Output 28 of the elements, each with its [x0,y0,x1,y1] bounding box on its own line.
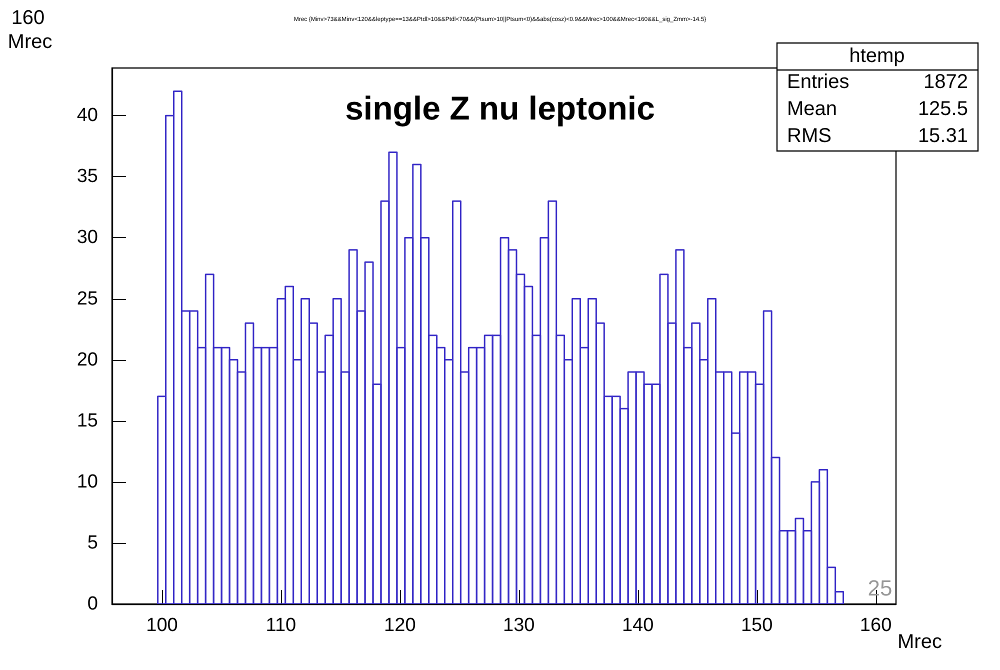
y-tick-label: 40 [76,105,98,126]
x-tick-label: 130 [503,615,535,636]
annotation: single Z nu leptonic [345,90,655,126]
y-tick-label: 35 [76,166,98,188]
annotation: Mean [787,98,838,120]
x-tick-label: 110 [266,615,296,636]
y-tick-label: 0 [87,594,98,614]
x-tick-label: 120 [384,615,416,636]
x-tick-label: 100 [146,615,178,636]
text: 125.5 [918,98,968,120]
y-tick-label: 10 [76,471,98,492]
y-tick-label: 20 [76,349,98,370]
text: htemp [849,45,905,67]
annotation: Entries [787,71,850,93]
y-tick-label: 5 [87,532,98,554]
text: Mrec [8,31,52,53]
text: 15.31 [918,125,968,147]
annotation: RMS [787,125,832,147]
x-tick-label: 160 [860,615,892,636]
y-tick-label: 30 [76,227,98,248]
x-tick-label: 150 [740,615,773,636]
y-tick-label: 15 [76,410,98,432]
x-axis-title: Mrec [898,631,942,653]
annotation: 25 [868,576,892,600]
y-tick-label: 25 [76,288,98,310]
text: 1872 [924,71,968,93]
x-tick-label: 140 [622,615,654,636]
text: 160 [11,7,45,29]
